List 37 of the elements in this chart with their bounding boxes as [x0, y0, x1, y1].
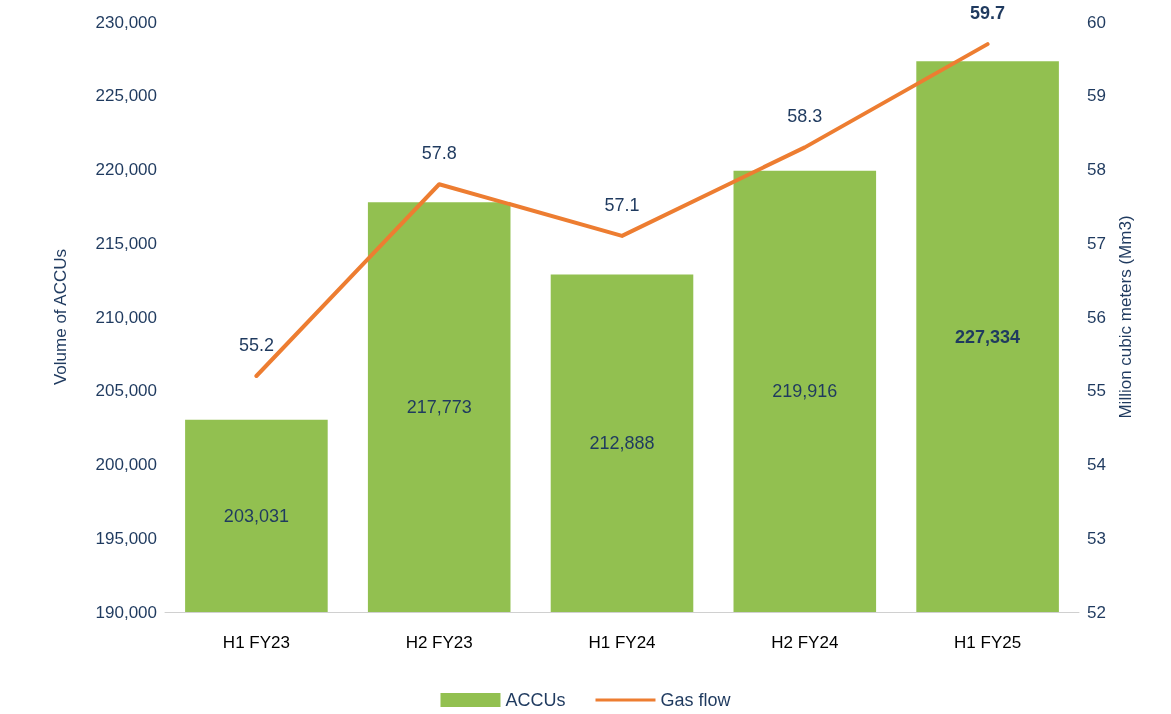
y-tick-label: 225,000 [95, 86, 157, 106]
y-tick-label: 195,000 [95, 528, 157, 548]
data-label: 57.1 [604, 194, 640, 215]
data-label: 203,031 [223, 505, 289, 526]
y2-tick-label: 56 [1087, 307, 1106, 327]
x-tick-label: H2 FY23 [405, 633, 473, 652]
data-label: 227,334 [955, 326, 1021, 347]
data-label: 55.2 [238, 335, 274, 355]
y2-tick-label: 53 [1087, 528, 1106, 548]
y2-axis-title: Million cubic meters (Mm3) [1116, 215, 1135, 419]
data-label: 59.7 [970, 3, 1006, 24]
data-label: 212,888 [589, 433, 655, 454]
y-tick-label: 200,000 [95, 455, 157, 474]
y2-tick-label: 54 [1087, 455, 1106, 474]
x-tick-label: H1 FY25 [954, 633, 1022, 652]
legend-label: Gas flow [660, 690, 732, 710]
x-tick-label: H1 FY24 [588, 633, 656, 652]
y-tick-label: 190,000 [95, 602, 157, 622]
y2-tick-label: 55 [1087, 381, 1106, 401]
y-tick-label: 230,000 [95, 12, 157, 32]
data-label: 57.8 [421, 143, 457, 164]
y2-tick-label: 57 [1087, 233, 1106, 253]
x-tick-label: H1 FY23 [222, 633, 290, 652]
y2-tick-label: 59 [1087, 86, 1106, 106]
legend-label: ACCUs [505, 690, 566, 710]
y2-tick-label: 60 [1087, 12, 1106, 32]
y-axis-title: Volume of ACCUs [51, 248, 70, 386]
x-tick-label: H2 FY24 [771, 633, 839, 652]
y2-tick-label: 52 [1087, 602, 1106, 622]
y-tick-label: 215,000 [95, 233, 157, 253]
data-label: 217,773 [406, 397, 472, 418]
data-label: 219,916 [772, 381, 838, 402]
y-tick-label: 220,000 [95, 160, 157, 179]
y-tick-label: 210,000 [95, 307, 157, 327]
y-tick-label: 205,000 [95, 381, 157, 401]
y2-tick-label: 58 [1087, 160, 1106, 179]
data-label: 58.3 [787, 106, 823, 127]
